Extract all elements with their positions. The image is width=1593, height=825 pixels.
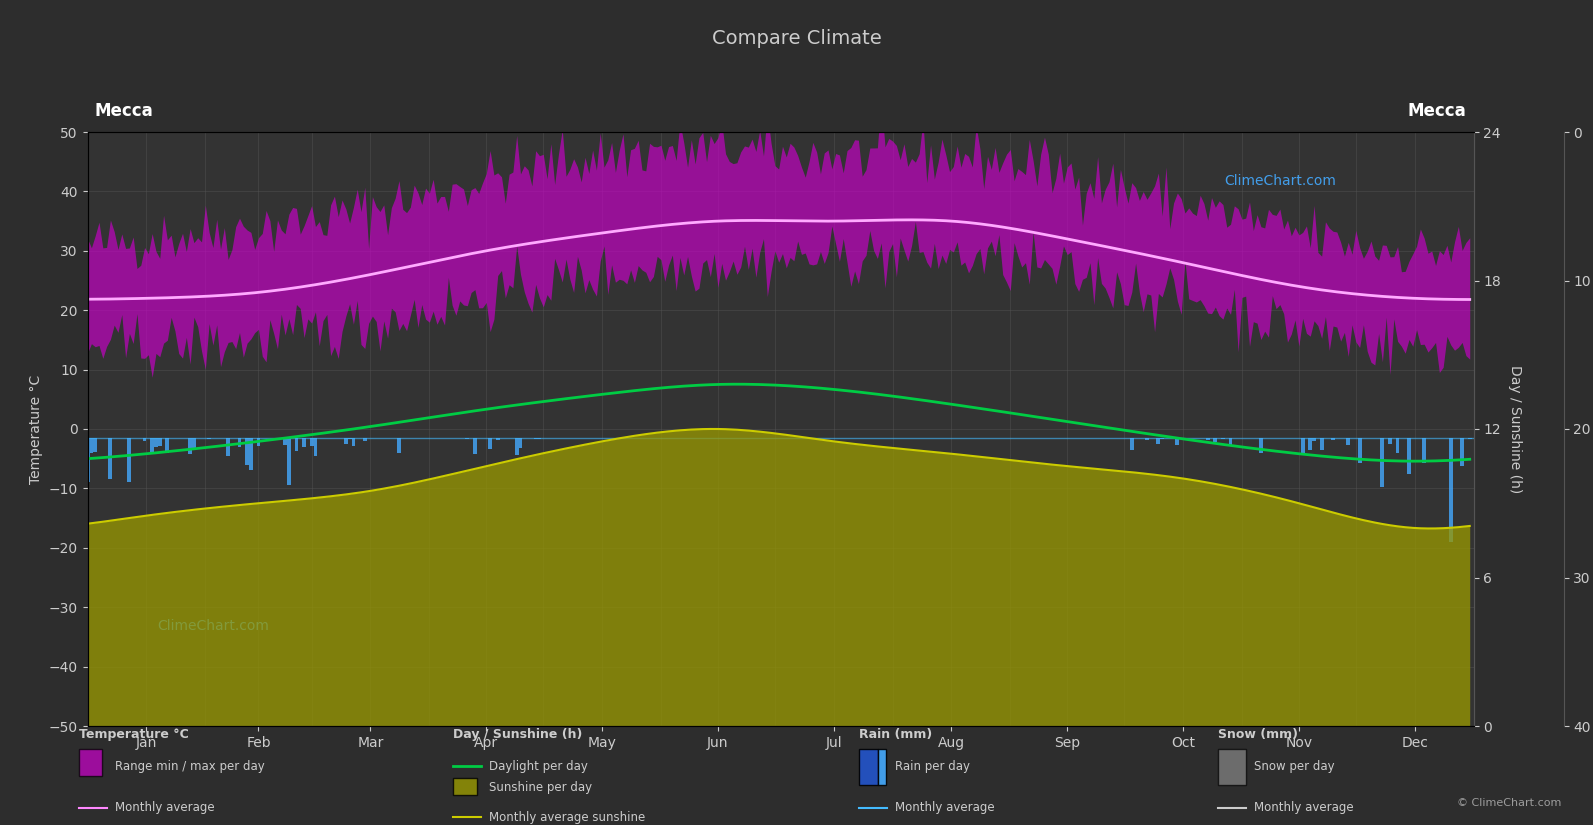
Bar [1467,438,1472,440]
Bar [245,438,249,464]
Bar [1176,438,1179,446]
Bar [1313,438,1316,441]
Text: Daylight per day: Daylight per day [489,760,588,773]
Bar [237,438,242,447]
Text: Mecca: Mecca [1408,102,1467,120]
Text: Monthly average: Monthly average [1254,801,1354,814]
Text: Temperature °C: Temperature °C [78,728,188,741]
Bar [1407,438,1411,474]
Bar [309,438,314,446]
Bar [226,438,229,456]
Bar [1228,438,1233,445]
Bar [1157,438,1160,444]
Text: Monthly average: Monthly average [895,801,994,814]
Bar [1423,438,1426,463]
Text: Snow (mm): Snow (mm) [1219,728,1298,741]
Bar [108,438,112,479]
Text: Rain per day: Rain per day [895,760,970,773]
Text: Range min / max per day: Range min / max per day [115,760,264,773]
Text: Snow per day: Snow per day [1254,760,1335,773]
Bar [295,438,298,451]
Bar [143,438,147,441]
Bar [465,438,470,439]
FancyBboxPatch shape [878,749,886,785]
Text: Sunshine per day: Sunshine per day [489,780,593,794]
Bar [1214,438,1217,442]
Y-axis label: Day / Sunshine (h): Day / Sunshine (h) [1509,365,1521,493]
Bar [1258,438,1263,453]
FancyBboxPatch shape [1219,749,1246,785]
Y-axis label: Temperature °C: Temperature °C [29,375,43,483]
Bar [1346,438,1351,445]
Text: Monthly average: Monthly average [115,801,213,814]
Bar [1160,438,1164,439]
Text: © ClimeChart.com: © ClimeChart.com [1456,799,1561,808]
Bar [1381,438,1384,488]
Bar [397,438,401,453]
Text: ClimeChart.com: ClimeChart.com [158,619,269,633]
Text: ClimeChart.com: ClimeChart.com [1223,173,1337,187]
Bar [1395,438,1400,454]
Bar [155,438,158,446]
Bar [166,438,169,453]
Bar [1129,438,1134,450]
Bar [1357,438,1362,464]
Bar [1450,438,1453,542]
Bar [344,438,347,445]
Bar [193,438,196,450]
Bar [150,438,155,455]
FancyBboxPatch shape [78,749,102,776]
Bar [352,438,355,446]
Text: Mecca: Mecca [94,102,153,120]
FancyBboxPatch shape [454,777,476,794]
Bar [347,438,352,439]
Bar [363,438,366,441]
Bar [1388,438,1392,445]
Bar [495,438,500,440]
Bar [1206,438,1209,440]
Text: Rain (mm): Rain (mm) [859,728,932,741]
Bar [188,438,193,454]
Text: Compare Climate: Compare Climate [712,29,881,48]
Bar [207,438,210,439]
Bar [1301,438,1305,453]
Bar [86,438,89,482]
Bar [1220,438,1225,439]
Bar [515,438,519,455]
Bar [314,438,317,456]
Bar [158,438,161,446]
Bar [473,438,476,454]
Bar [256,438,260,446]
Bar [303,438,306,447]
FancyBboxPatch shape [859,749,878,785]
Bar [287,438,292,485]
Bar [1332,438,1335,441]
Bar [487,438,492,449]
Bar [284,438,287,446]
Bar [94,438,97,452]
Bar [1308,438,1313,450]
Bar [127,438,131,482]
Bar [249,438,253,470]
Text: Day / Sunshine (h): Day / Sunshine (h) [454,728,583,741]
Bar [519,438,523,448]
Bar [1461,438,1464,466]
Text: Monthly average sunshine: Monthly average sunshine [489,811,645,824]
Bar [1319,438,1324,450]
Bar [89,438,94,453]
Bar [1145,438,1149,440]
